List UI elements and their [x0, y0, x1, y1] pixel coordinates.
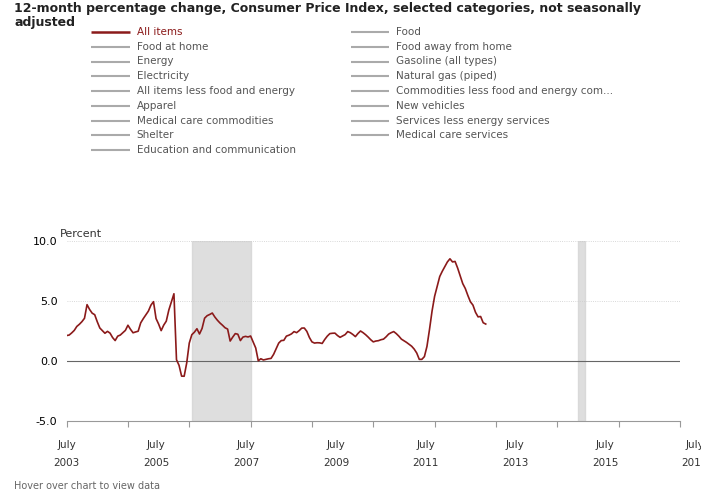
- Text: 2003: 2003: [53, 458, 80, 467]
- Text: 2011: 2011: [412, 458, 439, 467]
- Bar: [192, 241, 251, 421]
- Text: Apparel: Apparel: [137, 101, 177, 111]
- Text: July: July: [147, 440, 165, 450]
- Text: Natural gas (piped): Natural gas (piped): [396, 71, 497, 81]
- Text: Services less energy services: Services less energy services: [396, 116, 550, 125]
- Text: Medical care commodities: Medical care commodities: [137, 116, 273, 125]
- Text: Electricity: Electricity: [137, 71, 189, 81]
- Text: 2015: 2015: [592, 458, 618, 467]
- Text: Gasoline (all types): Gasoline (all types): [396, 57, 497, 66]
- Text: Food at home: Food at home: [137, 42, 208, 52]
- Text: Medical care services: Medical care services: [396, 130, 508, 140]
- Text: July: July: [596, 440, 615, 450]
- Text: 2013: 2013: [502, 458, 529, 467]
- Text: New vehicles: New vehicles: [396, 101, 465, 111]
- Text: 2009: 2009: [322, 458, 349, 467]
- Text: Food away from home: Food away from home: [396, 42, 512, 52]
- Text: 2005: 2005: [143, 458, 170, 467]
- Text: All items less food and energy: All items less food and energy: [137, 86, 294, 96]
- Text: Shelter: Shelter: [137, 130, 174, 140]
- Text: July: July: [686, 440, 701, 450]
- Text: Hover over chart to view data: Hover over chart to view data: [14, 481, 160, 491]
- Bar: [578, 241, 585, 421]
- Text: All items: All items: [137, 27, 182, 37]
- Text: July: July: [327, 440, 346, 450]
- Text: Commodities less food and energy com...: Commodities less food and energy com...: [396, 86, 613, 96]
- Text: Energy: Energy: [137, 57, 173, 66]
- Text: 2017: 2017: [682, 458, 701, 467]
- Text: Food: Food: [396, 27, 421, 37]
- Text: Percent: Percent: [60, 229, 102, 239]
- Text: Education and communication: Education and communication: [137, 145, 296, 155]
- Text: 2007: 2007: [233, 458, 259, 467]
- Text: July: July: [506, 440, 525, 450]
- Text: July: July: [57, 440, 76, 450]
- Text: July: July: [237, 440, 255, 450]
- Text: adjusted: adjusted: [14, 16, 75, 29]
- Text: 12-month percentage change, Consumer Price Index, selected categories, not seaso: 12-month percentage change, Consumer Pri…: [14, 2, 641, 15]
- Text: July: July: [416, 440, 435, 450]
